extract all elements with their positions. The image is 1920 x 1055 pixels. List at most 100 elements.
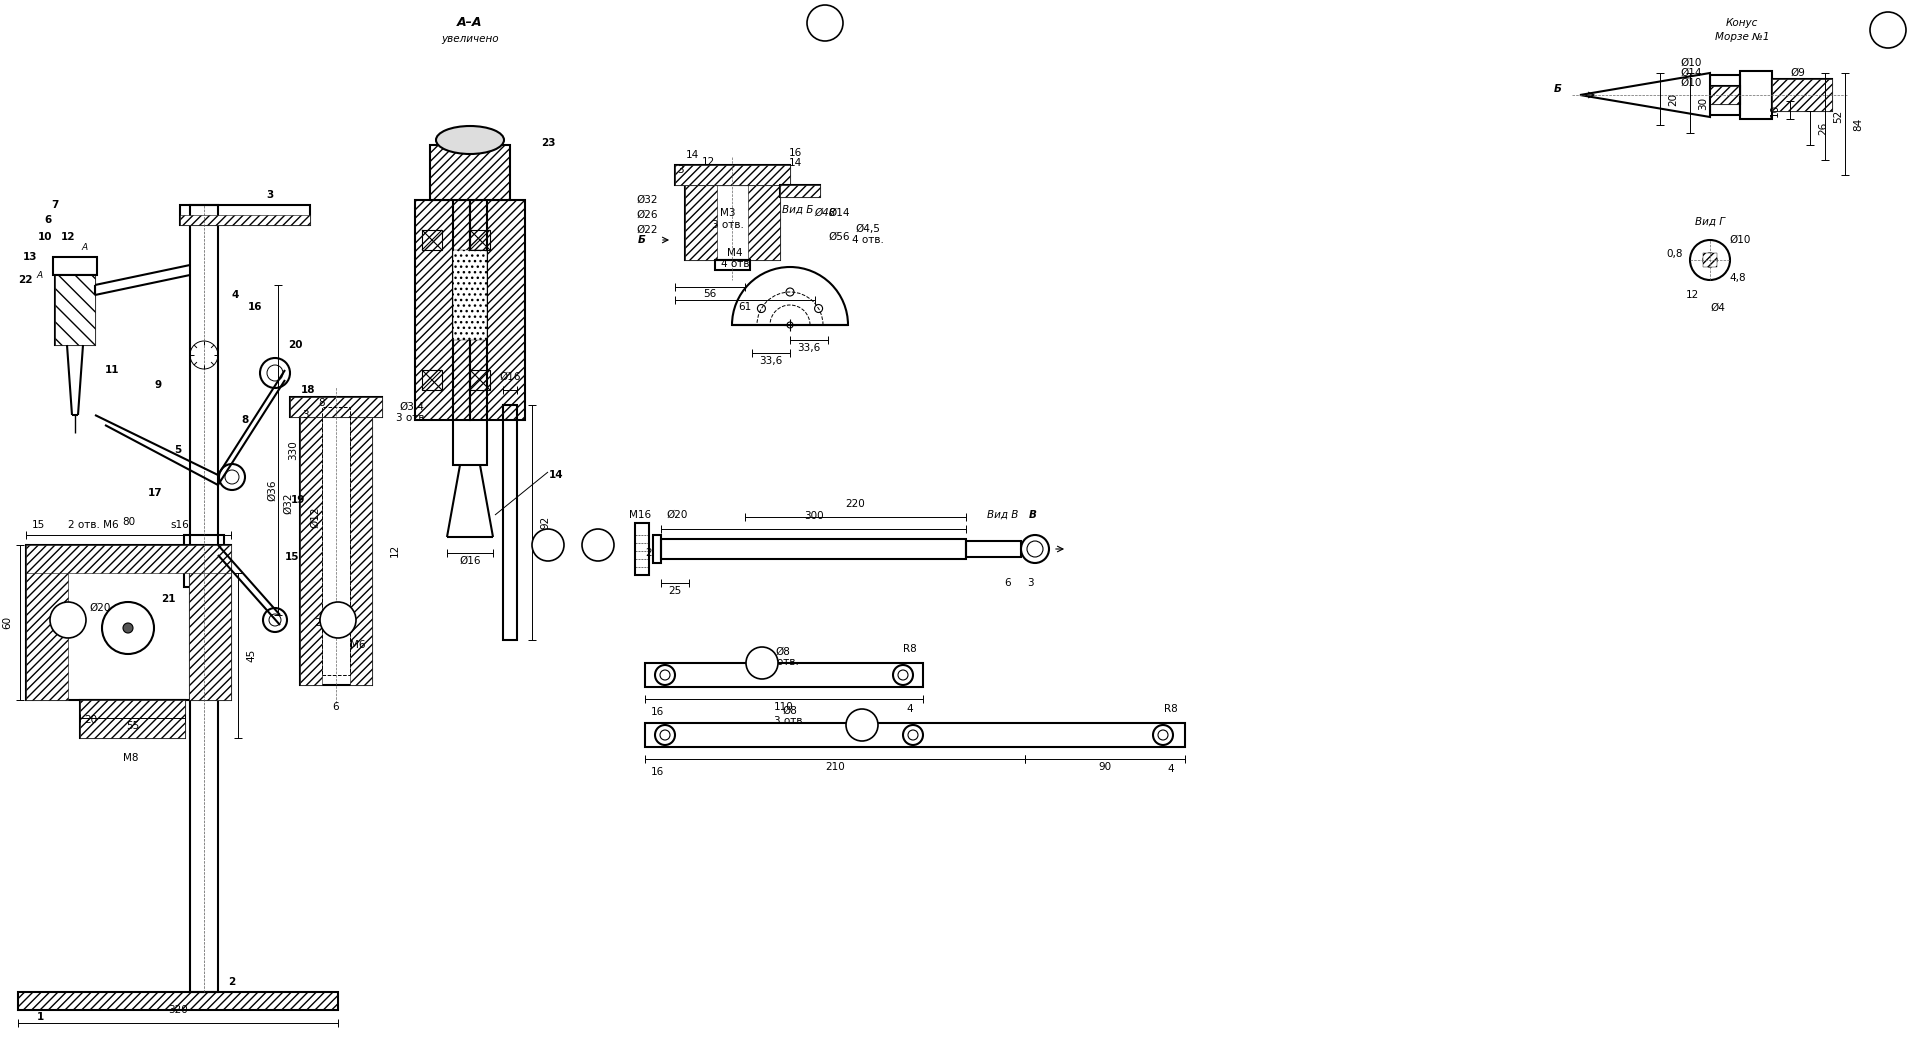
Bar bbox=[290, 397, 382, 417]
Text: Ø9: Ø9 bbox=[1789, 68, 1805, 78]
Text: 19: 19 bbox=[290, 495, 305, 505]
Bar bbox=[56, 275, 94, 345]
Text: 4: 4 bbox=[1167, 764, 1175, 774]
Bar bbox=[470, 230, 490, 250]
Text: 3: 3 bbox=[267, 190, 275, 200]
Bar bbox=[184, 535, 225, 587]
Text: 7: 7 bbox=[52, 200, 60, 210]
Text: Ø16: Ø16 bbox=[499, 372, 520, 382]
Circle shape bbox=[1154, 725, 1173, 745]
Bar bbox=[685, 185, 780, 260]
Polygon shape bbox=[1580, 73, 1711, 117]
Text: Морзе №1: Морзе №1 bbox=[1715, 32, 1768, 42]
Bar bbox=[188, 545, 230, 701]
Text: В: В bbox=[1029, 510, 1037, 520]
Text: 5: 5 bbox=[63, 614, 73, 627]
Bar bbox=[676, 165, 789, 185]
Text: Ø8: Ø8 bbox=[783, 706, 797, 716]
Text: 4: 4 bbox=[230, 290, 238, 300]
Text: Ø16: Ø16 bbox=[459, 556, 480, 565]
Bar bbox=[323, 407, 349, 675]
Text: Б: Б bbox=[637, 235, 645, 245]
Text: 14: 14 bbox=[685, 150, 699, 160]
Bar bbox=[422, 370, 442, 390]
Bar bbox=[453, 135, 488, 465]
Text: 8: 8 bbox=[758, 656, 766, 670]
Bar bbox=[645, 663, 924, 687]
Text: 23: 23 bbox=[541, 138, 555, 148]
Circle shape bbox=[902, 725, 924, 745]
Text: М16: М16 bbox=[630, 510, 651, 520]
Text: 84: 84 bbox=[1853, 117, 1862, 131]
Text: 6: 6 bbox=[543, 538, 553, 552]
Text: 90: 90 bbox=[1098, 762, 1112, 772]
Bar bbox=[1772, 79, 1832, 111]
Text: Ø32: Ø32 bbox=[637, 195, 659, 205]
Text: 220: 220 bbox=[845, 499, 866, 509]
Text: 12: 12 bbox=[701, 157, 714, 167]
Text: Ø56: Ø56 bbox=[828, 232, 849, 242]
Circle shape bbox=[893, 665, 914, 685]
Text: 16: 16 bbox=[651, 707, 664, 717]
Text: 14: 14 bbox=[549, 469, 563, 480]
Text: 10: 10 bbox=[38, 232, 52, 242]
Bar bbox=[27, 545, 67, 701]
Wedge shape bbox=[732, 267, 849, 325]
Text: A: A bbox=[83, 243, 88, 251]
Text: 320: 320 bbox=[169, 1005, 188, 1015]
Bar bbox=[1711, 87, 1740, 104]
Bar bbox=[81, 701, 184, 738]
Bar bbox=[415, 200, 470, 420]
Bar bbox=[685, 185, 716, 260]
Bar bbox=[653, 535, 660, 563]
Bar bbox=[1740, 71, 1772, 119]
Text: 6: 6 bbox=[1004, 578, 1012, 588]
Text: 12: 12 bbox=[61, 232, 75, 242]
Bar bbox=[1711, 75, 1740, 115]
Text: Ø4,5: Ø4,5 bbox=[856, 224, 881, 234]
Text: Ø4: Ø4 bbox=[1711, 303, 1726, 313]
Bar bbox=[27, 545, 230, 701]
Text: Вид Г: Вид Г bbox=[1695, 217, 1724, 227]
Text: s16: s16 bbox=[171, 520, 190, 530]
Bar bbox=[430, 145, 511, 200]
Text: 2: 2 bbox=[645, 548, 653, 558]
Text: 61: 61 bbox=[739, 302, 751, 312]
Text: 2: 2 bbox=[315, 618, 321, 628]
Text: Ø12: Ø12 bbox=[309, 506, 321, 528]
Text: 2 отв.: 2 отв. bbox=[768, 657, 799, 667]
Text: 8: 8 bbox=[319, 398, 324, 408]
Text: 9: 9 bbox=[154, 380, 161, 390]
Text: R8: R8 bbox=[1164, 704, 1177, 714]
Bar bbox=[300, 400, 372, 685]
Bar bbox=[180, 215, 309, 225]
Text: 12: 12 bbox=[1686, 290, 1699, 300]
Bar bbox=[1703, 253, 1716, 267]
Text: 330: 330 bbox=[288, 440, 298, 460]
Text: 10: 10 bbox=[1770, 103, 1780, 116]
Text: A: A bbox=[36, 270, 42, 280]
Text: 11: 11 bbox=[106, 365, 119, 375]
Bar bbox=[714, 260, 751, 270]
Bar bbox=[415, 200, 470, 420]
Text: 20: 20 bbox=[1668, 93, 1678, 106]
Text: 3: 3 bbox=[676, 165, 684, 175]
Text: Ø20: Ø20 bbox=[666, 510, 687, 520]
Circle shape bbox=[263, 608, 286, 632]
Bar bbox=[27, 545, 230, 573]
Text: 3 отв.: 3 отв. bbox=[774, 716, 806, 726]
Text: 16: 16 bbox=[651, 767, 664, 776]
Text: Ø10: Ø10 bbox=[1680, 78, 1701, 88]
Text: 18: 18 bbox=[301, 385, 315, 395]
Text: 3: 3 bbox=[301, 410, 309, 420]
Text: 60: 60 bbox=[2, 616, 12, 629]
Bar bbox=[660, 539, 966, 559]
Text: 14: 14 bbox=[789, 158, 803, 168]
Text: 33,6: 33,6 bbox=[760, 356, 783, 366]
Text: 15: 15 bbox=[284, 552, 300, 562]
Text: 26: 26 bbox=[1818, 121, 1828, 135]
Text: 56: 56 bbox=[703, 289, 716, 299]
Bar bbox=[54, 257, 98, 275]
Circle shape bbox=[219, 464, 246, 490]
Bar bbox=[290, 397, 382, 417]
